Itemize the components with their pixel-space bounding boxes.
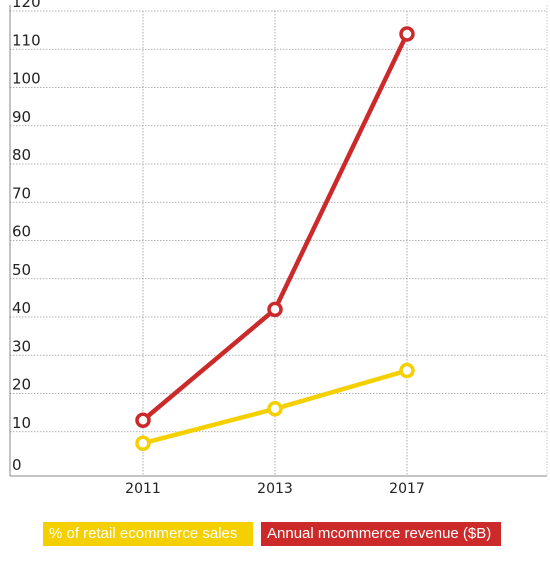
data-point-series0-2011: [135, 435, 151, 451]
legend: % of retail ecommerce sales Annual mcomm…: [0, 522, 550, 548]
grid: [10, 10, 547, 476]
y-tick-label: 0: [12, 456, 22, 474]
x-tick-label: 2011: [125, 481, 161, 497]
data-point-series0-2017: [399, 362, 415, 379]
data-point-series1-2017: [399, 26, 415, 42]
y-tick-label: 60: [12, 223, 31, 241]
y-axis-ticks: 0 10 20 30 40 50 60 70 80 90 100 110 120: [12, 0, 41, 474]
data-point-series1-2011: [135, 412, 151, 429]
y-tick-label: 50: [12, 261, 31, 279]
series-group: [135, 26, 415, 451]
legend-item-mcommerce-revenue: Annual mcommerce revenue ($B): [261, 522, 501, 546]
y-tick-label: 100: [12, 70, 41, 88]
y-tick-label: 10: [12, 414, 31, 432]
axes: [9, 5, 548, 477]
x-tick-label: 2013: [257, 481, 293, 497]
y-tick-label: 20: [12, 376, 31, 394]
y-tick-label: 70: [12, 184, 31, 202]
legend-item-retail-ecommerce: % of retail ecommerce sales: [43, 522, 253, 546]
y-tick-label: 80: [12, 146, 31, 164]
x-tick-label: 2017: [389, 481, 425, 497]
data-point-series1-2013: [267, 301, 283, 318]
x-axis-ticks: 2011 2013 2017: [125, 481, 425, 497]
y-tick-label: 30: [12, 337, 31, 355]
y-tick-label: 40: [12, 299, 31, 317]
y-tick-label: 90: [12, 108, 31, 126]
y-tick-label: 110: [12, 31, 41, 49]
data-point-series0-2013: [267, 401, 283, 417]
y-tick-label: 120: [12, 0, 41, 11]
